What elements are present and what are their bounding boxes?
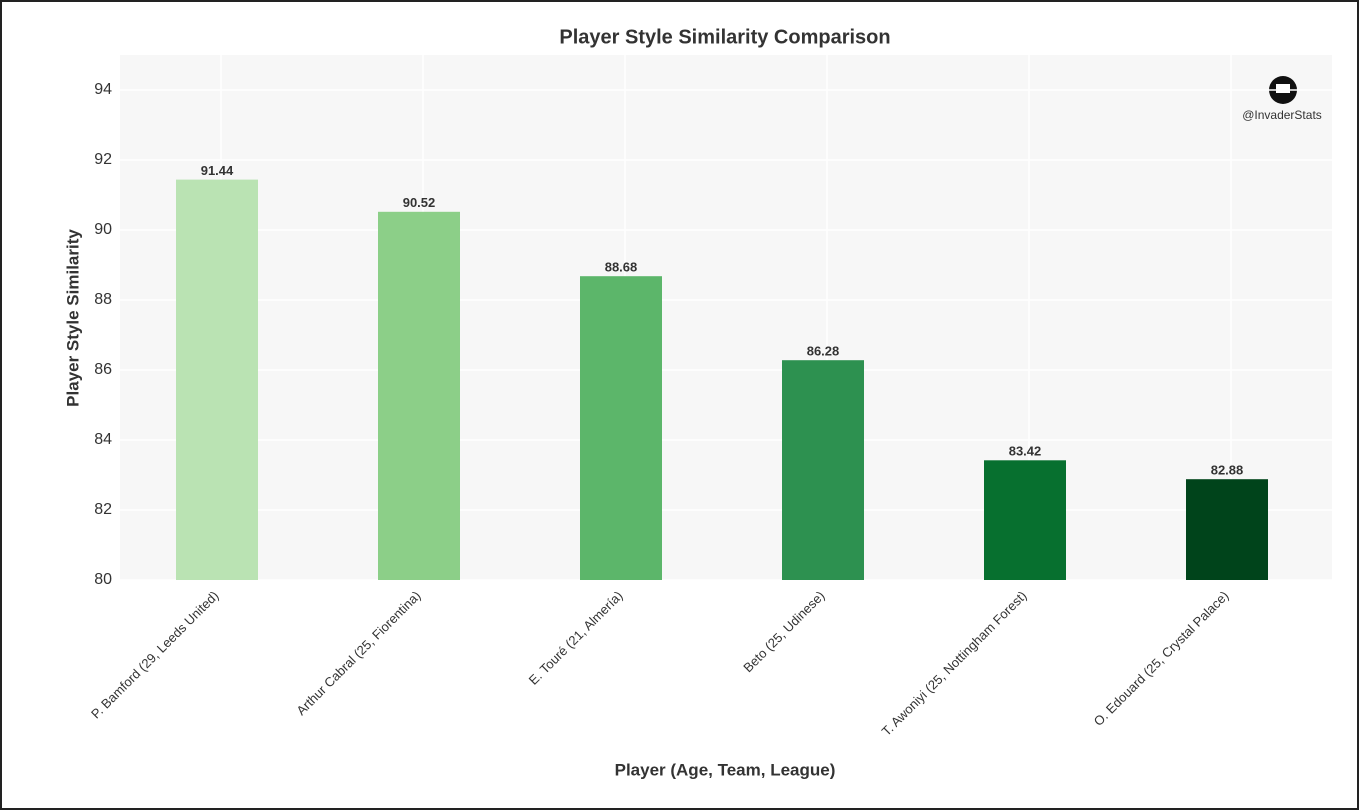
y-tick-label: 80 [94,571,112,588]
bar [176,179,258,580]
value-label: 86.28 [807,344,840,359]
logo-detail [1276,84,1290,93]
bar [1186,479,1268,580]
value-label: 90.52 [403,195,436,210]
y-tick-label: 88 [94,291,112,308]
y-tick-label: 90 [94,221,112,238]
y-tick-label: 82 [94,501,112,518]
bar [782,360,864,580]
y-axis-label: Player Style Similarity [63,229,82,407]
y-tick-label: 94 [94,81,112,98]
bar [580,276,662,580]
bar [984,460,1066,580]
value-label: 83.42 [1009,444,1042,459]
x-axis-label: Player (Age, Team, League) [615,760,836,779]
y-tick-label: 84 [94,431,112,448]
plot-area [120,55,1332,580]
y-tick-label: 86 [94,361,112,378]
bar [378,211,460,581]
watermark: @InvaderStats [1242,108,1322,122]
chart-title: Player Style Similarity Comparison [559,26,890,48]
y-tick-label: 92 [94,151,112,168]
value-label: 82.88 [1211,463,1244,478]
value-label: 91.44 [201,163,234,178]
value-label: 88.68 [605,260,638,275]
